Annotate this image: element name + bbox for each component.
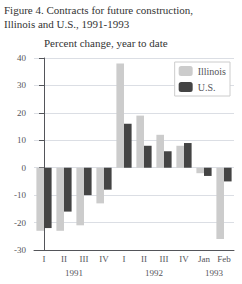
- svg-text:20: 20: [17, 108, 27, 118]
- svg-text:IV: IV: [179, 254, 189, 264]
- svg-text:10: 10: [17, 135, 27, 145]
- svg-text:II: II: [141, 254, 147, 264]
- svg-text:I: I: [123, 254, 126, 264]
- svg-text:-30: -30: [14, 245, 26, 255]
- svg-text:Percent change, year to date: Percent change, year to date: [44, 37, 168, 49]
- svg-text:Jan: Jan: [198, 254, 210, 264]
- svg-text:III: III: [160, 254, 169, 264]
- svg-text:1992: 1992: [145, 268, 163, 278]
- svg-text:1993: 1993: [205, 268, 224, 278]
- svg-text:II: II: [61, 254, 67, 264]
- svg-text:-10: -10: [14, 190, 26, 200]
- svg-text:-20: -20: [14, 218, 26, 228]
- svg-text:Figure 4. Contracts for future: Figure 4. Contracts for future construct…: [4, 4, 193, 16]
- svg-text:40: 40: [17, 53, 27, 63]
- svg-text:30: 30: [17, 80, 27, 90]
- svg-text:Feb: Feb: [217, 254, 231, 264]
- svg-text:IV: IV: [99, 254, 109, 264]
- svg-text:U.S.: U.S.: [198, 82, 216, 93]
- svg-text:III: III: [80, 254, 89, 264]
- svg-text:I: I: [43, 254, 46, 264]
- svg-text:0: 0: [22, 163, 27, 173]
- svg-text:Illinois and U.S., 1991-1993: Illinois and U.S., 1991-1993: [4, 18, 130, 30]
- svg-text:1991: 1991: [65, 268, 83, 278]
- svg-text:Illinois: Illinois: [198, 66, 226, 77]
